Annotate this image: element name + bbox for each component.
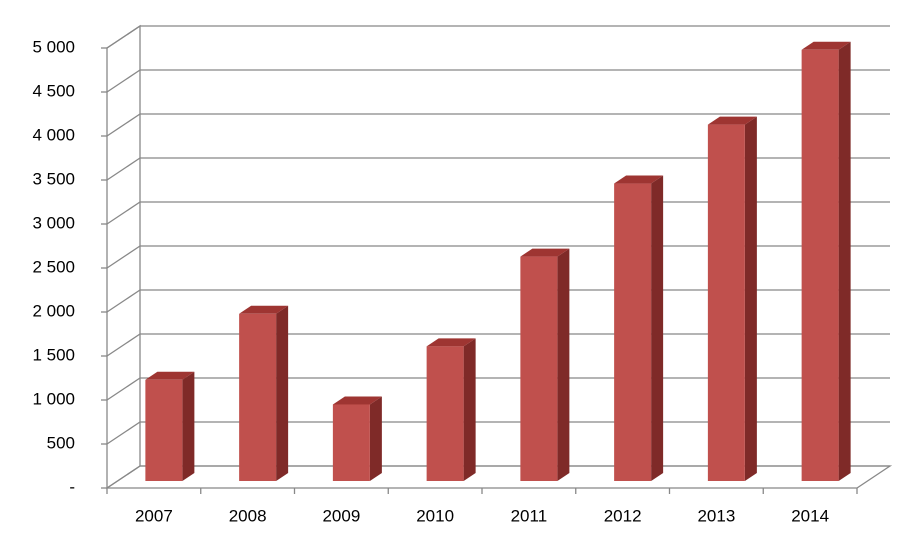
y-tick-label: 4 000 bbox=[32, 125, 75, 144]
y-tick-label: 3 500 bbox=[32, 169, 75, 188]
bar-top bbox=[614, 175, 664, 184]
x-tick-label: 2013 bbox=[697, 506, 735, 525]
x-tick-label: 2007 bbox=[135, 506, 173, 525]
bar bbox=[332, 404, 370, 481]
y-tick-label: 4 500 bbox=[32, 81, 75, 100]
bar bbox=[801, 49, 839, 482]
y-tick-label: 1 000 bbox=[32, 389, 75, 408]
bar bbox=[426, 346, 464, 481]
grid-line bbox=[106, 113, 890, 137]
bar-top bbox=[239, 305, 289, 314]
grid-line bbox=[106, 465, 890, 489]
y-tick-label: 500 bbox=[47, 433, 75, 452]
bar-top bbox=[801, 41, 851, 50]
y-tick-label: 2 000 bbox=[32, 301, 75, 320]
grid-line bbox=[106, 333, 890, 357]
y-tick-label: 5 000 bbox=[32, 37, 75, 56]
x-tick-label: 2008 bbox=[229, 506, 267, 525]
grid-line bbox=[106, 245, 890, 269]
bar-side bbox=[463, 338, 476, 481]
bar bbox=[707, 124, 745, 481]
x-tick-label: 2009 bbox=[322, 506, 360, 525]
floor bbox=[107, 465, 893, 489]
grid-line bbox=[106, 157, 890, 181]
bar-side bbox=[557, 248, 570, 481]
bar bbox=[520, 256, 558, 481]
bar-side bbox=[182, 371, 195, 481]
grid-line bbox=[106, 289, 890, 313]
bar-side bbox=[744, 116, 757, 481]
x-tick-label: 2014 bbox=[791, 506, 829, 525]
bar bbox=[145, 379, 183, 481]
bar-top bbox=[707, 116, 757, 125]
y-tick-label: 3 000 bbox=[32, 213, 75, 232]
bar-top bbox=[520, 248, 570, 257]
bar-side bbox=[369, 396, 382, 481]
bar-side bbox=[838, 41, 851, 482]
y-tick-label: - bbox=[69, 477, 75, 496]
y-tick-label: 2 500 bbox=[32, 257, 75, 276]
bar bbox=[239, 313, 277, 481]
grid-line bbox=[106, 421, 890, 445]
bar-top bbox=[426, 338, 476, 347]
x-tick-label: 2011 bbox=[511, 506, 548, 525]
x-tick-label: 2010 bbox=[416, 506, 454, 525]
bar-top bbox=[145, 371, 195, 380]
bar bbox=[614, 183, 652, 481]
bar-side bbox=[651, 175, 664, 481]
bar-top bbox=[332, 396, 382, 405]
grid-line bbox=[106, 69, 890, 93]
grid-line bbox=[106, 201, 890, 225]
y-tick-label: 1 500 bbox=[32, 345, 75, 364]
grid-line bbox=[106, 377, 890, 401]
bar-side bbox=[276, 305, 289, 481]
grid-line bbox=[106, 25, 890, 49]
x-tick-label: 2012 bbox=[604, 506, 642, 525]
